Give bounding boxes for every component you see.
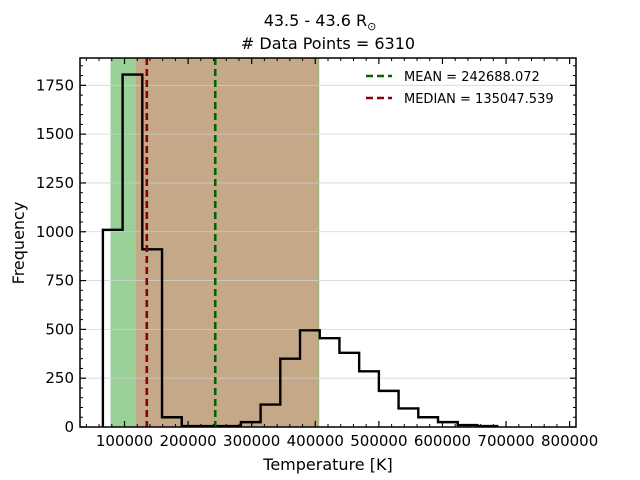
x-tick-label: 700000 bbox=[477, 432, 534, 450]
y-tick-label: 0 bbox=[64, 418, 74, 436]
histogram-outline bbox=[101, 73, 499, 428]
y-tick-label: 250 bbox=[45, 369, 74, 387]
reference-lines bbox=[145, 58, 217, 427]
chart-title-line2: # Data Points = 6310 bbox=[241, 34, 415, 53]
legend-label-2: MEDIAN = 135047.539 bbox=[404, 92, 554, 107]
x-tick-label: 800000 bbox=[541, 432, 598, 450]
x-tick-label: 500000 bbox=[350, 432, 407, 450]
x-axis-label: Temperature [K] bbox=[262, 455, 392, 474]
axis-ticks bbox=[80, 58, 576, 428]
x-tick-label: 200000 bbox=[159, 432, 216, 450]
chart-title-line1: 43.5 - 43.6 R⊙ bbox=[264, 11, 377, 33]
plot-area bbox=[80, 58, 576, 428]
legend: MEAN = 242688.072 MEDIAN = 135047.539 bbox=[366, 70, 554, 107]
y-axis-label: Frequency bbox=[9, 202, 28, 285]
x-tick-labels: 100000 200000 300000 400000 500000 600000 7000… bbox=[96, 432, 598, 450]
y-tick-label: 1750 bbox=[36, 76, 74, 94]
shaded-region-2 bbox=[135, 58, 319, 427]
y-tick-label: 1000 bbox=[36, 223, 74, 241]
legend-label-1: MEAN = 242688.072 bbox=[404, 70, 540, 85]
x-tick-label: 300000 bbox=[223, 432, 280, 450]
y-tick-label: 750 bbox=[45, 272, 74, 290]
y-tick-label: 1250 bbox=[36, 174, 74, 192]
x-tick-label: 100000 bbox=[96, 432, 153, 450]
x-tick-label: 400000 bbox=[287, 432, 344, 450]
x-tick-label: 600000 bbox=[414, 432, 471, 450]
y-tick-labels: 0 250 500 750 1000 1250 1500 1750 bbox=[36, 76, 74, 436]
shaded-regions bbox=[110, 58, 320, 427]
y-tick-label: 500 bbox=[45, 320, 74, 338]
sun-symbol: ⊙ bbox=[367, 20, 376, 33]
y-tick-label: 1500 bbox=[36, 125, 74, 143]
